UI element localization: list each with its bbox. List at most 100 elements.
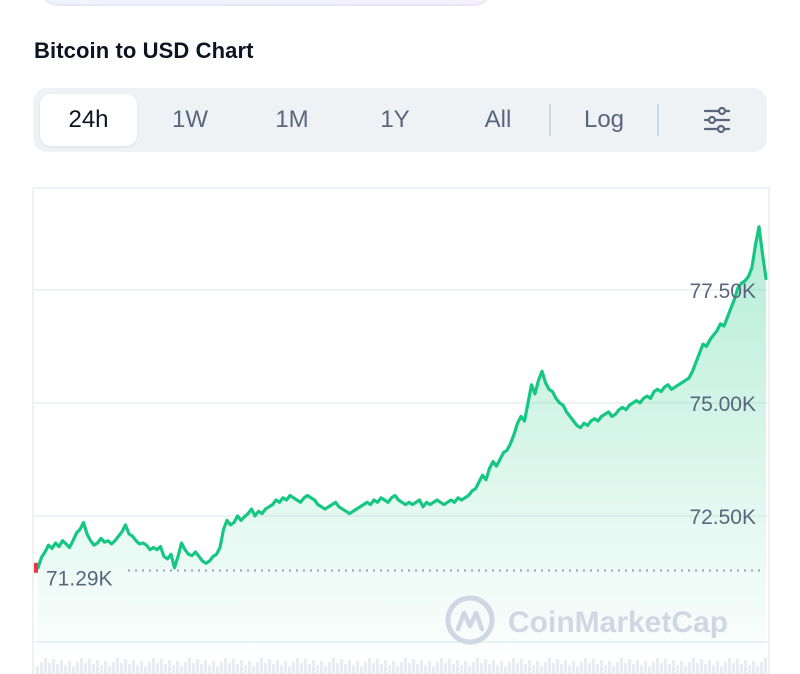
volume-bar (592, 659, 595, 674)
volume-bar (320, 661, 323, 674)
volume-bar (168, 660, 171, 674)
volume-bar (216, 666, 219, 674)
volume-bar (600, 660, 603, 674)
volume-bar (184, 662, 187, 674)
volume-bar (460, 665, 463, 674)
volume-bar (572, 661, 575, 674)
range-tab-all[interactable]: All (484, 106, 512, 133)
volume-bar (728, 658, 731, 674)
volume-bar (548, 658, 551, 674)
volume-bar (628, 659, 631, 674)
range-tab-24h[interactable]: 24h (40, 94, 137, 146)
divider (657, 104, 659, 136)
volume-bar (144, 666, 147, 674)
range-tab-1w[interactable]: 1W (172, 106, 208, 133)
range-tab-1y[interactable]: 1Y (380, 106, 410, 133)
volume-bar (412, 659, 415, 674)
volume-bar (204, 660, 207, 674)
volume-bar (344, 664, 347, 674)
volume-bar (464, 661, 467, 674)
volume-bar (124, 659, 127, 674)
volume-bar (280, 665, 283, 674)
volume-bar (540, 666, 543, 674)
volume-bar (404, 658, 407, 674)
volume-bar (444, 663, 447, 674)
volume-bar (164, 664, 167, 674)
volume-bar (676, 665, 679, 674)
volume-bar (516, 663, 519, 674)
divider (549, 104, 551, 136)
volume-bar (352, 665, 355, 674)
volume-bar (604, 665, 607, 674)
volume-bar (252, 666, 255, 674)
volume-bar (424, 665, 427, 674)
volume-bar (384, 660, 387, 674)
volume-bar (612, 666, 615, 674)
volume-bar (468, 666, 471, 674)
volume-bar (256, 662, 259, 674)
volume-bar (104, 661, 107, 674)
volume-bar (272, 664, 275, 674)
volume-bar (348, 660, 351, 674)
volume-bar (332, 658, 335, 674)
volume-bar (84, 663, 87, 674)
search-pill-edge[interactable] (40, 0, 492, 6)
volume-bar (552, 663, 555, 674)
volume-bar (260, 658, 263, 674)
volume-bar (356, 661, 359, 674)
volume-bar (488, 664, 491, 674)
volume-bar (96, 660, 99, 674)
range-tab-1m[interactable]: 1M (275, 106, 309, 133)
volume-bar (760, 662, 763, 674)
volume-bar (456, 660, 459, 674)
volume-bar (200, 664, 203, 674)
volume-bar (276, 660, 279, 674)
volume-bar (528, 660, 531, 674)
volume-bar (508, 662, 511, 674)
volume-bar (564, 660, 567, 674)
volume-bar (752, 661, 755, 674)
volume-bar (428, 661, 431, 674)
volume-bar (556, 659, 559, 674)
volume-bar (696, 663, 699, 674)
volume-bar (128, 664, 131, 674)
volume-bar (652, 662, 655, 674)
volume-bar (156, 663, 159, 674)
volume-bar (644, 661, 647, 674)
volume-bar (452, 664, 455, 674)
volume-bar (536, 661, 539, 674)
volume-bar (544, 662, 547, 674)
chart-settings-button[interactable] (689, 94, 745, 146)
volume-bar (328, 662, 331, 674)
volume-bar (484, 659, 487, 674)
volume-bar (520, 659, 523, 674)
volume-bar (136, 665, 139, 674)
volume-bar (416, 664, 419, 674)
chart-frame (32, 187, 770, 674)
volume-bar (284, 661, 287, 674)
volume-bar (664, 659, 667, 674)
volume-bar (396, 666, 399, 674)
volume-bar (500, 661, 503, 674)
volume-bar (732, 663, 735, 674)
volume-bar (176, 661, 179, 674)
volume-bar (524, 664, 527, 674)
volume-bar (100, 665, 103, 674)
volume-bar (632, 664, 635, 674)
volume-bar (120, 663, 123, 674)
volume-bar (372, 663, 375, 674)
volume-bar (60, 660, 63, 674)
watermark-text: CoinMarketCap (508, 606, 728, 639)
volume-bar (316, 665, 319, 674)
volume-bar (448, 659, 451, 674)
volume-bar (112, 662, 115, 674)
volume-bar (440, 658, 443, 674)
volume-bar (224, 658, 227, 674)
volume-bar (608, 661, 611, 674)
volume-bar (764, 658, 767, 674)
log-scale-toggle[interactable]: Log (583, 106, 625, 133)
price-chart[interactable]: 71.29K 72.50K 75.00K 77.50K CoinMarketCa… (0, 186, 800, 674)
volume-bar (360, 666, 363, 674)
volume-bar (636, 660, 639, 674)
volume-bar (660, 663, 663, 674)
